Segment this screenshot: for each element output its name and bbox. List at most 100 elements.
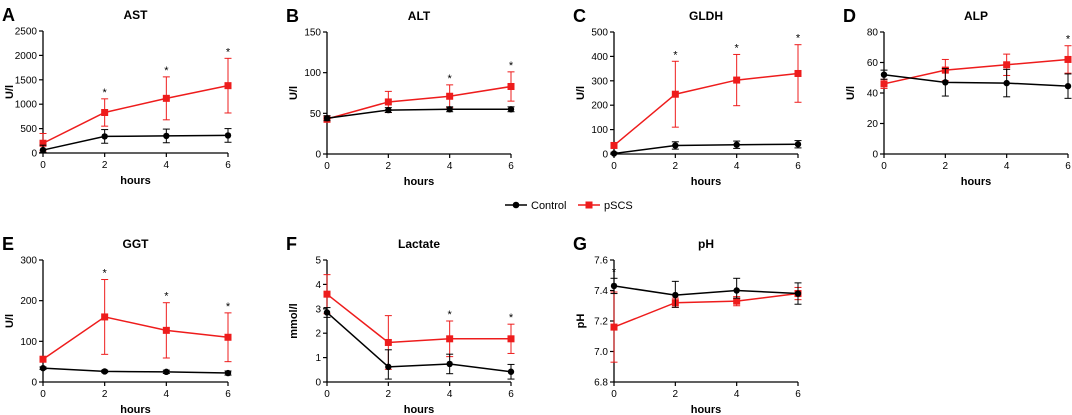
significance-star: * — [164, 291, 169, 303]
x-tick-label: 2 — [943, 161, 949, 172]
y-tick-label: 100 — [304, 68, 321, 79]
x-tick-label: 2 — [386, 161, 392, 172]
x-tick-label: 6 — [795, 389, 801, 400]
x-axis-label: hours — [120, 175, 151, 187]
significance-star: * — [735, 42, 740, 54]
y-tick-label: 1500 — [15, 75, 38, 86]
data-point — [446, 92, 454, 100]
data-point — [101, 313, 109, 321]
chart-title: GGT — [123, 237, 150, 251]
data-point — [385, 106, 392, 114]
data-point — [446, 360, 453, 368]
data-point — [671, 90, 679, 98]
x-tick-label: 0 — [611, 389, 617, 400]
y-tick-label: 2500 — [15, 27, 38, 38]
y-axis-label: U/l — [4, 85, 16, 99]
data-point — [1003, 79, 1010, 87]
data-point — [323, 115, 331, 122]
data-point — [507, 335, 515, 343]
data-point — [880, 71, 888, 78]
data-point — [610, 282, 618, 290]
x-tick-label: 4 — [447, 161, 453, 172]
y-tick-label: 100 — [20, 337, 37, 348]
significance-star: * — [164, 65, 169, 77]
y-axis-label: U/l — [845, 86, 857, 100]
legend-control-label: Control — [531, 200, 566, 212]
x-axis-label: hours — [404, 176, 435, 188]
x-tick-label: 0 — [611, 161, 617, 172]
x-tick-label: 0 — [324, 161, 330, 172]
series-pscs — [39, 57, 232, 152]
data-point — [323, 290, 331, 298]
data-point — [610, 141, 618, 149]
data-point — [672, 291, 679, 299]
panel-letter: F — [286, 234, 297, 254]
y-tick-label: 60 — [867, 58, 879, 69]
x-tick-label: 0 — [40, 389, 46, 400]
x-axis-label: hours — [404, 404, 435, 415]
data-point — [794, 69, 802, 77]
data-point — [384, 98, 392, 106]
series-line — [326, 108, 511, 119]
x-tick-label: 2 — [673, 389, 679, 400]
legend-pscs-label: pSCS — [604, 200, 633, 212]
x-tick-label: 4 — [447, 389, 453, 400]
data-point — [385, 363, 392, 371]
x-tick-label: 2 — [673, 161, 679, 172]
significance-star: * — [673, 49, 678, 61]
y-axis-label: U/l — [575, 86, 587, 100]
y-tick-label: 300 — [20, 256, 37, 267]
data-point — [1064, 82, 1072, 90]
data-point — [39, 355, 47, 363]
y-tick-label: 100 — [591, 125, 608, 136]
data-point — [507, 368, 515, 375]
x-tick-label: 6 — [795, 161, 801, 172]
series-line — [613, 292, 799, 328]
data-point — [794, 141, 802, 148]
x-tick-label: 2 — [102, 160, 108, 171]
y-tick-label: 7.0 — [594, 347, 608, 358]
panel-letter: A — [2, 5, 15, 25]
significance-star: * — [509, 312, 514, 324]
series-pscs — [39, 279, 232, 363]
series-control — [323, 307, 515, 380]
y-tick-label: 7.6 — [594, 256, 608, 267]
y-axis-label: U/l — [288, 86, 300, 100]
data-point — [733, 297, 741, 305]
y-tick-label: 0 — [602, 150, 608, 161]
x-tick-label: 6 — [1065, 161, 1071, 172]
data-point — [224, 333, 232, 341]
significance-star: * — [448, 309, 453, 321]
y-tick-label: 80 — [867, 28, 879, 39]
data-point — [794, 290, 802, 297]
y-axis-label: U/l — [4, 314, 16, 328]
chart-title: GLDH — [689, 9, 723, 23]
data-point — [39, 146, 47, 154]
y-tick-label: 6.8 — [594, 378, 608, 389]
x-tick-label: 6 — [225, 160, 231, 171]
panel-a: A AST 0 500 1000 1500 2000 2500 0 2 4 6 hours U/l * * * — [2, 5, 232, 187]
y-tick-label: 7.2 — [594, 317, 608, 328]
series-control — [39, 128, 232, 154]
series-line — [326, 311, 512, 373]
y-tick-label: 400 — [591, 52, 608, 63]
legend-control-marker — [512, 201, 520, 209]
y-tick-label: 1000 — [15, 100, 38, 111]
series-control — [323, 106, 515, 122]
significance-star: * — [226, 301, 231, 313]
chart-title: AST — [124, 8, 149, 22]
legend: Control pSCS — [505, 200, 633, 212]
chart-title: Lactate — [398, 237, 440, 251]
y-axis-label: pH — [575, 314, 587, 329]
data-point — [446, 106, 453, 113]
y-tick-label: 0 — [315, 378, 321, 389]
series-control — [610, 277, 802, 308]
y-tick-label: 300 — [591, 76, 608, 87]
series-line — [42, 134, 229, 151]
series-line — [42, 367, 229, 374]
data-point — [224, 132, 232, 139]
series-line — [883, 58, 1069, 85]
significance-star: * — [612, 266, 617, 278]
